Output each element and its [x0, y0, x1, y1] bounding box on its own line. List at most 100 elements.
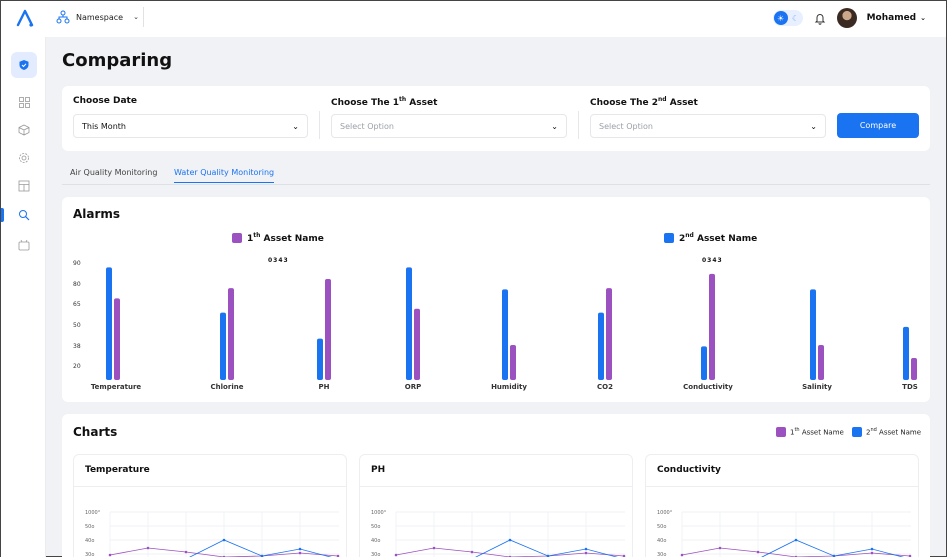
alarms-title: Alarms [73, 207, 121, 221]
sidebar-item-dashboard[interactable] [11, 89, 37, 115]
y-tick-label: 65 [73, 301, 81, 308]
namespace-selector[interactable]: Namespace ⌄ [56, 7, 144, 27]
data-point-asset1 [184, 550, 188, 554]
bar-asset1-humidity [510, 345, 516, 380]
top-bar: Namespace ⌄ ☀ ☾ Mohamed ⌄ [1, 1, 946, 37]
chevron-down-icon: ⌄ [292, 121, 299, 131]
moon-icon: ☾ [791, 13, 800, 23]
y-tick-label: 20 [73, 363, 81, 370]
asset1-code: 0343 [268, 257, 289, 264]
date-select[interactable]: This Month ⌄ [73, 114, 308, 138]
bar-asset1-chlorine [228, 288, 234, 380]
y-tick-label: 40o [371, 538, 380, 544]
shield-icon [19, 60, 29, 70]
app-logo-icon[interactable] [15, 8, 35, 28]
data-point-asset2 [546, 554, 550, 557]
divider [319, 111, 320, 139]
asset2-placeholder: Select Option [599, 121, 653, 131]
x-tick-label: Chlorine [211, 383, 244, 391]
temperature-chart-panel: Temperature 1000° 50o 40o 30o [73, 454, 347, 557]
bar-asset2-chlorine [220, 312, 226, 380]
x-tick-label: Temperature [91, 383, 142, 391]
sidebar-item-assets[interactable] [11, 117, 37, 143]
y-tick-label: 30o [371, 552, 380, 557]
panel-title: Temperature [85, 465, 150, 475]
compare-search-icon [19, 210, 30, 221]
chevron-down-icon: ⌄ [810, 121, 817, 131]
bar-asset1-conductivity [709, 273, 715, 380]
data-point-asset1 [584, 551, 588, 555]
legend-asset1: 1th Asset Name [232, 232, 324, 244]
legend-asset2: 2nd Asset Name [852, 427, 921, 437]
x-tick-label: ORP [405, 383, 421, 391]
divider [74, 486, 346, 487]
monitoring-tabs: Air Quality Monitoring Water Quality Mon… [62, 164, 930, 185]
y-tick-label: 50o [85, 524, 94, 530]
x-tick-label: Conductivity [683, 383, 733, 391]
tab-air-quality[interactable]: Air Quality Monitoring [70, 168, 158, 177]
bar-asset2-tds [903, 326, 909, 380]
user-menu[interactable]: Mohamed ⌄ [867, 13, 926, 23]
tab-water-quality[interactable]: Water Quality Monitoring [174, 168, 275, 183]
asset2-select[interactable]: Select Option ⌄ [590, 114, 826, 138]
conductivity-chart-panel: Conductivity 1000° 50o 40o 30o [645, 454, 919, 557]
page-title: Comparing [62, 50, 173, 71]
bar-asset1-co2 [606, 288, 612, 380]
data-point-asset1 [870, 551, 874, 555]
charts-card: Charts 1th Asset Name 2nd Asset Name Tem… [62, 414, 930, 557]
panel-title: PH [371, 465, 386, 475]
avatar[interactable] [836, 8, 857, 28]
chevron-down-icon: ⌄ [133, 13, 139, 21]
bell-icon[interactable] [813, 11, 827, 25]
y-tick-label: 50o [657, 524, 666, 530]
grid-icon [18, 96, 30, 108]
filter-card: Choose Date This Month ⌄ Choose The 1th … [62, 86, 930, 151]
data-point-asset1 [298, 551, 302, 555]
data-point-asset1 [146, 546, 150, 550]
sun-icon: ☀ [773, 11, 788, 25]
legend-swatch [852, 427, 862, 437]
divider [578, 111, 579, 139]
conductivity-line-chart: 1000° 50o 40o 30o [657, 510, 912, 557]
sidebar-item-comparing[interactable] [11, 202, 37, 228]
bar-asset2-temperature [106, 267, 112, 380]
sidebar-item-reports[interactable] [11, 173, 37, 199]
cube-icon [18, 124, 30, 136]
layout-icon [18, 180, 30, 192]
sidebar-item-settings[interactable] [11, 145, 37, 171]
sidebar-item-security[interactable] [11, 52, 37, 78]
date-label: Choose Date [73, 96, 137, 106]
bar-asset1-tds [911, 357, 917, 380]
asset1-filter: Choose The 1th Asset [331, 96, 437, 108]
ph-chart-panel: PH 1000° 50o 40o 30o [359, 454, 633, 557]
data-point-asset1 [432, 546, 436, 550]
data-point-asset2 [870, 547, 874, 551]
data-point-asset1 [108, 553, 112, 557]
y-tick-label: 50 [73, 322, 81, 329]
legend-swatch [664, 233, 674, 243]
data-point-asset1 [394, 553, 398, 557]
y-tick-label: 40o [657, 538, 666, 544]
bar-asset1-ph [325, 279, 331, 380]
theme-toggle[interactable]: ☀ ☾ [772, 10, 803, 26]
bar-asset2-conductivity [701, 346, 707, 380]
asset1-select[interactable]: Select Option ⌄ [331, 114, 567, 138]
y-tick-label: 38 [73, 343, 81, 350]
compare-button[interactable]: Compare [837, 113, 919, 138]
data-point-asset1 [756, 550, 760, 554]
data-point-asset2 [508, 538, 512, 542]
asset1-placeholder: Select Option [340, 121, 394, 131]
bar-asset1-salinity [818, 345, 824, 380]
x-tick-label: PH [319, 383, 330, 391]
legend-label: 1th Asset Name [790, 427, 844, 437]
chevron-down-icon: ⌄ [551, 121, 558, 131]
sidebar-item-alerts[interactable] [11, 232, 37, 258]
divider [143, 7, 144, 27]
asset2-filter: Choose The 2nd Asset [590, 96, 698, 108]
legend-asset2: 2nd Asset Name [664, 232, 757, 244]
data-point-asset2 [794, 538, 798, 542]
legend-asset1: 1th Asset Name [776, 427, 844, 437]
legend-swatch [776, 427, 786, 437]
panel-title: Conductivity [657, 465, 721, 475]
asset2-label: Choose The 2nd Asset [590, 96, 698, 108]
